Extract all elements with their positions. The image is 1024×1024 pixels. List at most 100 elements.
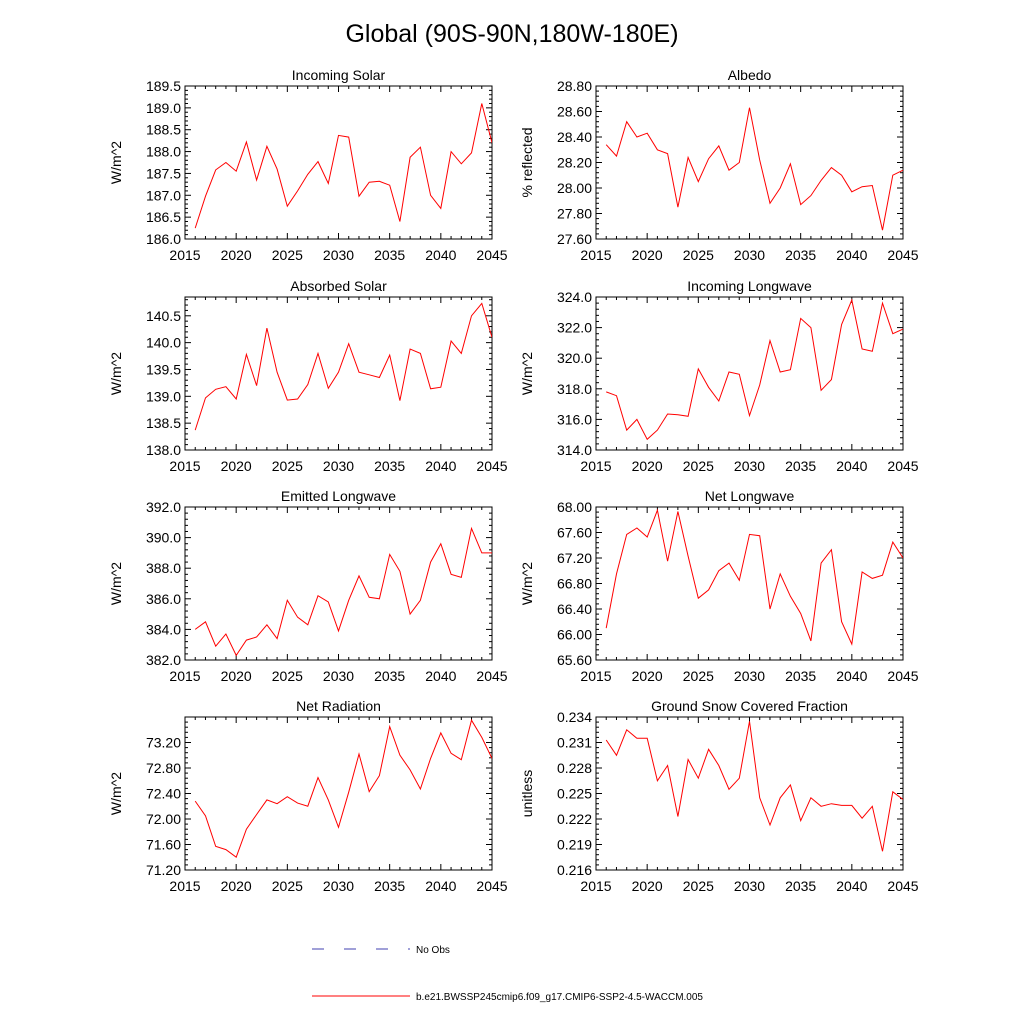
x-tick-label: 2020 [632,668,663,684]
x-tick-label: 2025 [272,458,303,474]
x-tick-label: 2035 [374,458,405,474]
x-tick-label: 2025 [683,878,714,894]
x-tick-label: 2030 [323,247,354,263]
x-tick-label: 2030 [734,878,765,894]
x-tick-label: 2040 [425,458,456,474]
y-tick-label: 72.00 [146,811,181,827]
x-tick-label: 2030 [323,668,354,684]
x-tick-label: 2020 [632,878,663,894]
y-tick-label: 392.0 [146,499,181,515]
y-tick-label: 68.00 [557,499,592,515]
y-tick-label: 0.234 [557,709,592,725]
panel-title: Net Radiation [296,698,381,714]
x-tick-label: 2040 [425,668,456,684]
panel-title: Net Longwave [705,488,795,504]
x-tick-label: 2020 [221,458,252,474]
x-tick-label: 2040 [425,878,456,894]
y-tick-label: 318.0 [557,381,592,397]
x-tick-label: 2045 [887,878,918,894]
y-tick-label: 28.40 [557,129,592,145]
x-tick-label: 2030 [323,458,354,474]
series-line [194,103,492,229]
x-tick-label: 2040 [836,668,867,684]
panel-title: Ground Snow Covered Fraction [651,698,848,714]
plot-frame [595,506,904,661]
panel-absorbed-solar: Absorbed Solar W/m^2 2015 2020 2025 2030 2035 2… [108,278,508,474]
y-tick-label: 72.40 [146,786,181,802]
panels-group: Incoming Solar W/m^2 2015 2020 2025 2030 2035 2… [108,67,919,894]
y-tick-label: 28.00 [557,180,592,196]
y-tick-label: 138.0 [146,442,181,458]
y-tick-label: 390.0 [146,530,181,546]
y-tick-label: 66.00 [557,627,592,643]
y-tick-label: 186.5 [146,209,181,225]
panel-incoming-solar: Incoming Solar W/m^2 2015 2020 2025 2030 2035 2… [108,67,508,263]
y-tick-label: 314.0 [557,442,592,458]
x-tick-label: 2045 [887,668,918,684]
x-tick-label: 2015 [580,668,611,684]
y-tick-label: 140.0 [146,335,181,351]
x-tick-label: 2035 [785,458,816,474]
panel-title: Emitted Longwave [281,488,396,504]
x-tick-label: 2030 [734,458,765,474]
y-tick-label: 324.0 [557,289,592,305]
x-tick-label: 2035 [374,247,405,263]
panel-net-radiation: Net Radiation W/m^2 2015 2020 2025 2030 2035 20… [108,698,508,894]
x-tick-label: 2025 [272,247,303,263]
x-tick-label: 2025 [683,668,714,684]
x-tick-label: 2030 [734,247,765,263]
y-tick-label: 71.60 [146,837,181,853]
plot-frame [184,85,493,240]
y-axis-label: % reflected [519,127,535,197]
plot-frame [184,716,493,871]
x-tick-label: 2020 [221,247,252,263]
panel-emitted-longwave: Emitted Longwave W/m^2 2015 2020 2025 2030 203… [108,488,508,684]
x-tick-label: 2035 [785,878,816,894]
y-tick-label: 388.0 [146,560,181,576]
y-tick-label: 28.60 [557,104,592,120]
panel-ground-snow-covered-fraction: Ground Snow Covered Fraction unitless 2015… [519,698,919,894]
panel-title: Incoming Longwave [687,278,812,294]
panel-albedo: Albedo % reflected 2015 2020 2025 2030 2035 204… [519,67,919,263]
x-tick-label: 2025 [683,247,714,263]
series-line [194,526,492,657]
x-tick-label: 2015 [169,247,200,263]
y-tick-label: 28.80 [557,78,592,94]
x-tick-label: 2015 [580,247,611,263]
plot-frame [595,716,904,871]
y-tick-label: 67.20 [557,550,592,566]
panel-title: Albedo [728,67,772,83]
plot-frame [595,296,904,451]
y-tick-label: 138.5 [146,415,181,431]
y-tick-label: 322.0 [557,320,592,336]
y-tick-label: 189.0 [146,100,181,116]
x-tick-label: 2040 [836,458,867,474]
series-line [605,721,903,852]
y-tick-label: 0.216 [557,862,592,878]
y-tick-label: 0.222 [557,811,592,827]
series-line [605,508,903,646]
legend-model-label: b.e21.BWSSP245cmip6.f09_g17.CMIP6-SSP2-4… [416,992,703,1003]
x-tick-label: 2030 [323,878,354,894]
panel-title: Absorbed Solar [290,278,387,294]
series-line [605,107,903,231]
y-tick-label: 71.20 [146,862,181,878]
y-tick-label: 186.0 [146,231,181,247]
y-tick-label: 139.0 [146,388,181,404]
y-tick-label: 189.5 [146,78,181,94]
x-tick-label: 2015 [580,458,611,474]
legend-obs-label: No Obs [416,945,450,956]
x-tick-label: 2025 [272,878,303,894]
series-line [606,298,903,441]
y-tick-label: 316.0 [557,411,592,427]
y-tick-label: 187.5 [146,165,181,181]
y-tick-label: 386.0 [146,591,181,607]
y-axis-label: W/m^2 [108,352,124,395]
figure-title: Global (90S-90N,180W-180E) [345,20,678,48]
x-tick-label: 2025 [683,458,714,474]
series-line [194,302,492,431]
y-axis-label: W/m^2 [519,352,535,395]
panel-incoming-longwave: Incoming Longwave W/m^2 2015 2020 2025 2030 20… [519,278,919,474]
x-tick-label: 2045 [887,458,918,474]
